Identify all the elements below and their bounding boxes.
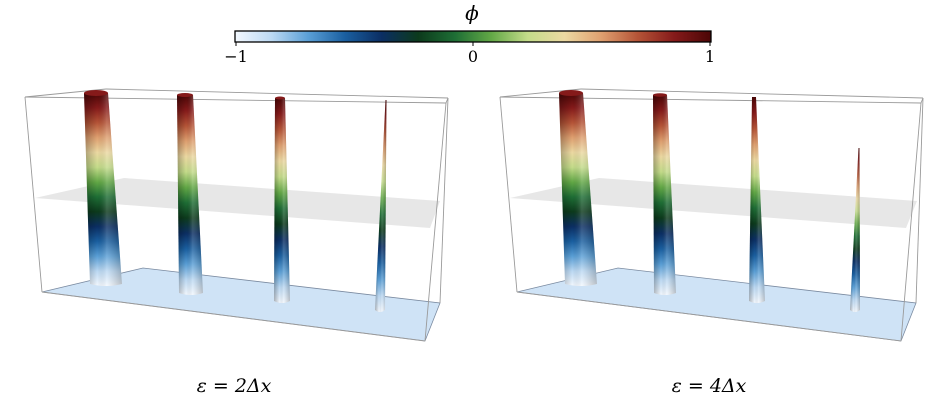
colorbar-tick-label-min: −1 (224, 47, 248, 66)
colorbar: ϕ −1 0 1 (224, 1, 715, 66)
phase-column (850, 148, 860, 312)
column-shading (375, 100, 387, 312)
panel-eps-2dx: ε = 2Δx (24, 88, 449, 397)
phase-column (177, 93, 203, 295)
column-shading (850, 148, 860, 312)
mid-plane (510, 178, 917, 228)
box-edge (439, 97, 449, 304)
box-edge (105, 88, 449, 99)
panel-caption: ε = 2Δx (197, 375, 272, 397)
phase-column (559, 90, 597, 286)
colorbar-tick-label-mid: 0 (468, 47, 478, 66)
phase-column (274, 96, 290, 303)
box-edge (900, 102, 922, 342)
panel-eps-4dx: ε = 4Δx (499, 88, 924, 397)
column-shading (749, 97, 765, 303)
column-shading (653, 95, 676, 295)
phase-column (749, 97, 765, 303)
colorbar-label: ϕ (465, 1, 479, 25)
panel-caption: ε = 4Δx (672, 375, 747, 397)
phase-column (84, 90, 122, 286)
column-cap (177, 93, 193, 97)
box-edge (915, 97, 924, 304)
column-cap (84, 90, 108, 96)
box-edge (424, 102, 447, 342)
phase-column (653, 93, 676, 295)
column-cap (275, 96, 285, 100)
column-shading (274, 98, 290, 303)
colorbar-gradient (234, 30, 712, 43)
box-edge (499, 96, 518, 293)
phase-column (375, 100, 387, 312)
column-shading (177, 95, 203, 295)
colorbar-tick-label-max: 1 (705, 47, 715, 66)
columns (84, 90, 387, 312)
mid-plane (35, 178, 440, 228)
column-cap (653, 93, 667, 97)
box-edge (41, 291, 426, 342)
box-edge (24, 96, 43, 293)
box-edge (580, 88, 924, 99)
column-shading (84, 93, 122, 286)
columns (559, 90, 860, 312)
box-edge (516, 291, 902, 342)
column-cap (559, 90, 583, 96)
column-shading (559, 93, 597, 286)
